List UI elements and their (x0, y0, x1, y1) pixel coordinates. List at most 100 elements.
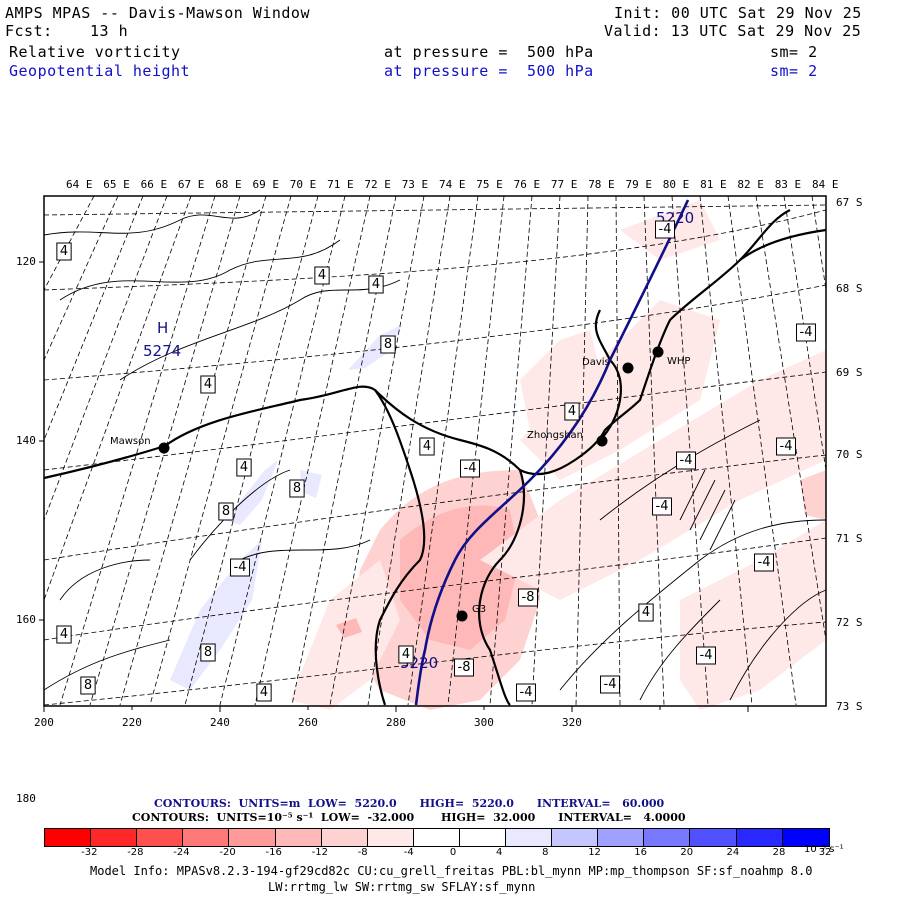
latlon-grid (43, 195, 827, 706)
colorbar-label: 16 (634, 847, 648, 858)
longitude-label: 64 E (66, 178, 93, 191)
vorticity-label: -4 (520, 685, 533, 700)
latitude-label: 69 S (836, 366, 863, 379)
colorbar-label: 4 (496, 847, 503, 858)
colorbar-swatch (597, 828, 645, 847)
whp-marker (652, 346, 664, 358)
davis-marker (622, 362, 634, 374)
latitude-label: 68 S (836, 282, 863, 295)
vorticity-label: -8 (458, 660, 471, 675)
vorticity-label: 4 (568, 404, 576, 419)
zhongshan-marker (596, 435, 608, 447)
colorbar-label: -32 (81, 847, 98, 858)
station-markers (158, 346, 664, 622)
vorticity-label-box (380, 335, 396, 354)
station-label: G3 (472, 604, 486, 615)
vorticity-label-box (200, 643, 216, 662)
longitude-label: 83 E (774, 178, 802, 191)
longitude-label: 81 E (700, 178, 727, 191)
x-tick-label: 300 (474, 716, 494, 729)
longitude-label: 68 E (215, 178, 242, 191)
longitude-label: 84 E (812, 178, 839, 191)
vorticity-label: -4 (659, 222, 672, 237)
latitude-label: 67 S (836, 196, 863, 209)
vorticity-label-box (200, 375, 216, 394)
vorticity-label-box (56, 242, 72, 261)
forecast-label: Fcst: (5, 22, 53, 40)
vorticity-contour-info: CONTOURS: UNITS=10⁻⁵ s⁻¹ LOW= -32.000 HI… (132, 811, 686, 824)
longitude-label: 78 E (588, 178, 615, 191)
vorticity-label: -4 (780, 439, 793, 454)
vorticity-label-box (218, 502, 234, 521)
vorticity-label-box (518, 588, 538, 607)
vorticity-label-box (368, 275, 384, 294)
vorticity-label: 4 (402, 647, 410, 662)
vorticity-label-box (655, 220, 675, 239)
vorticity-label: -4 (758, 555, 771, 570)
height-contour-info: CONTOURS: UNITS=m LOW= 5220.0 HIGH= 5220… (154, 797, 665, 810)
vorticity-label: 4 (240, 460, 248, 475)
colorbar-swatch (90, 828, 138, 847)
colorbar-label: -28 (127, 847, 144, 858)
latitude-label: 70 S (836, 448, 863, 461)
longitude-label: 72 E (364, 178, 391, 191)
colorbar-swatch (136, 828, 184, 847)
vorticity-label: 4 (423, 439, 431, 454)
colorbar-swatch (551, 828, 599, 847)
vorticity-label-box (696, 646, 716, 665)
vorticity-label-box (256, 683, 272, 702)
colorbar-label: 24 (726, 847, 740, 858)
station-label: Zhongshan (527, 430, 583, 441)
vorticity-contours (43, 209, 827, 701)
vorticity-label: 8 (384, 337, 392, 352)
colorbar-label: -20 (219, 847, 236, 858)
x-tick-label: 280 (386, 716, 406, 729)
field2-pressure: at pressure = 500 hPa (384, 62, 594, 80)
longitude-label: 76 E (513, 178, 541, 191)
vorticity-label-box (236, 458, 252, 477)
colorbar-swatch (458, 828, 506, 847)
vorticity-label-box (776, 437, 796, 456)
y-tick-label: 180 (16, 792, 36, 805)
model-info: Model Info: MPASv8.2.3-194-gf29cd82c CU:… (90, 864, 813, 878)
longitude-label: 77 E (550, 178, 578, 191)
vorticity-label: 8 (222, 504, 230, 519)
colorbar-swatch (366, 828, 414, 847)
colorbar-label: -24 (173, 847, 190, 858)
vorticity-label: -4 (604, 677, 617, 692)
vorticity-label: 8 (84, 678, 92, 693)
longitude-label: 82 E (737, 178, 764, 191)
vorticity-label-box (638, 603, 654, 622)
colorbar-label: -12 (311, 847, 328, 858)
antarctic-coastline (43, 209, 827, 706)
vorticity-label: 4 (60, 627, 68, 642)
colorbar-label: 20 (680, 847, 694, 858)
x-tick-label: 240 (210, 716, 230, 729)
vorticity-label-box (754, 553, 774, 572)
vorticity-label-box (564, 402, 580, 421)
vorticity-label: -4 (700, 648, 713, 663)
latitude-label: 71 S (836, 532, 863, 545)
vorticity-label: -4 (680, 453, 693, 468)
latitude-label: 72 S (836, 616, 863, 629)
high-letter: H (157, 319, 168, 337)
vorticity-label-box (230, 558, 250, 577)
height-contour-5220 (414, 199, 690, 706)
station-label: Mawson (110, 436, 151, 447)
longitude-label: 70 E (289, 178, 317, 191)
init-time: Init: 00 UTC Sat 29 Nov 25 (614, 4, 862, 22)
vorticity-label: -4 (800, 325, 813, 340)
colorbar-label: 12 (588, 847, 601, 858)
field2-smoothing: sm= 2 (770, 62, 818, 80)
x-tick-label: 320 (562, 716, 582, 729)
colorbar-swatch (412, 828, 460, 847)
latitude-label: 73 S (836, 700, 863, 713)
vorticity-label-box (652, 497, 672, 516)
colorbar-label: -8 (357, 847, 368, 858)
vorticity-label: 4 (642, 605, 650, 620)
vorticity-label: 4 (260, 685, 268, 700)
field1-pressure: at pressure = 500 hPa (384, 43, 594, 61)
station-label: WHP (667, 356, 690, 367)
colorbar-swatch (643, 828, 691, 847)
